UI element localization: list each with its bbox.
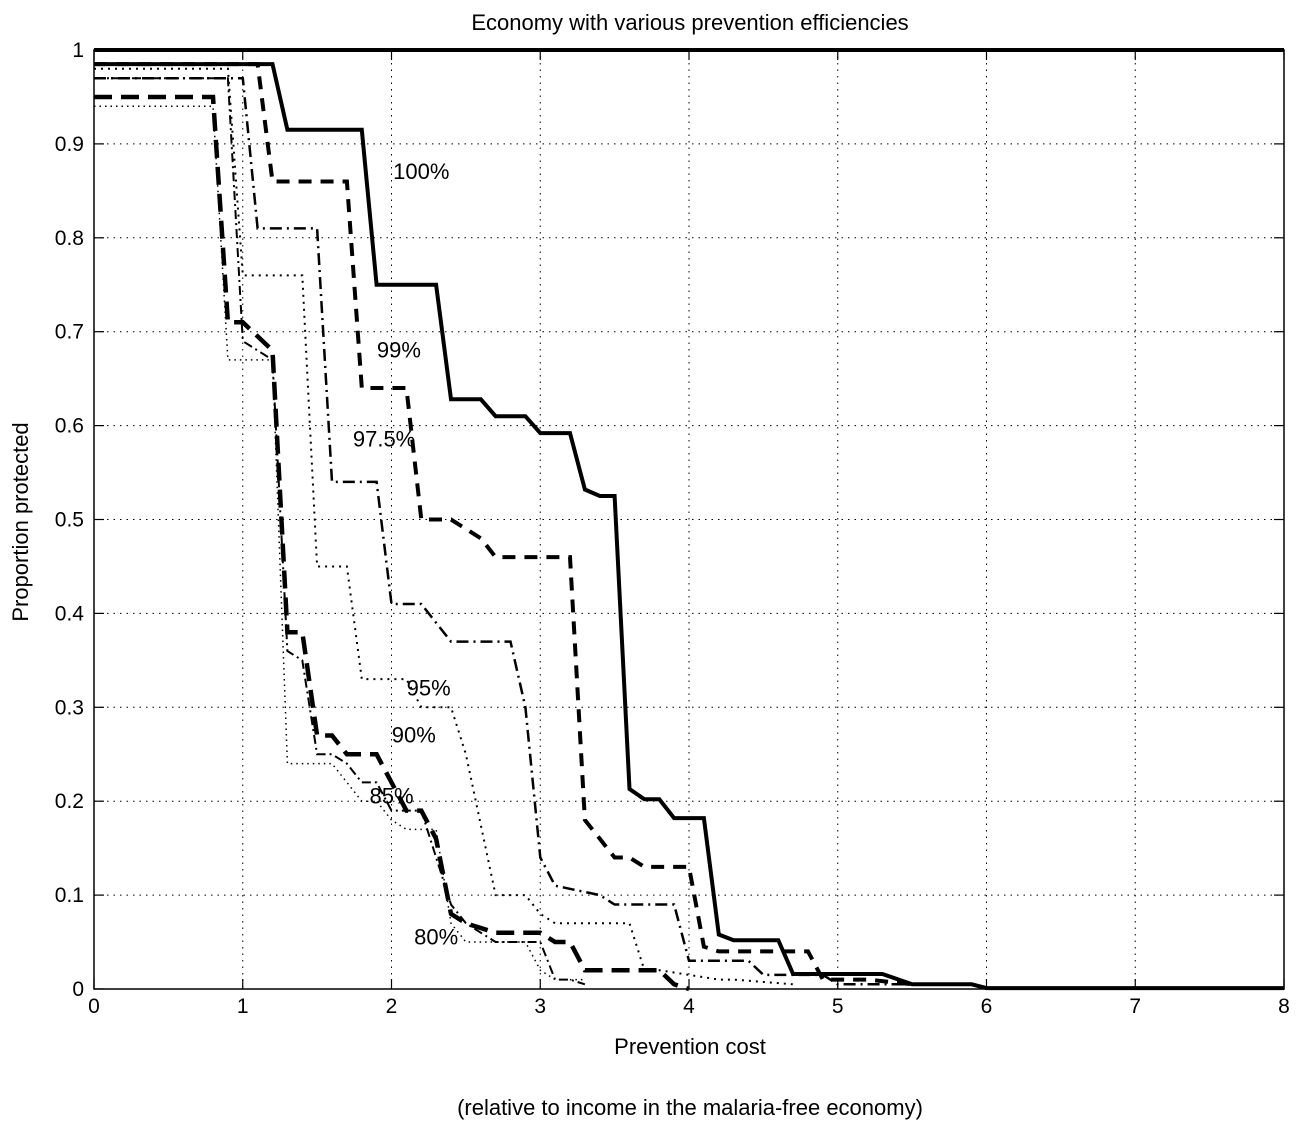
series-line-3 bbox=[94, 67, 794, 986]
series-label-6: 80% bbox=[414, 924, 458, 949]
series-labels: 100% 99% 97.5% 95% 90% 85% 80% bbox=[353, 159, 458, 949]
y-tick-label-6: 0.6 bbox=[55, 415, 84, 438]
x-axis-ticks: 0 1 2 3 4 5 6 7 8 bbox=[88, 50, 1290, 1018]
series-label-5: 85% bbox=[369, 784, 413, 809]
x-tick-label-1: 1 bbox=[237, 995, 249, 1018]
series-line-5 bbox=[94, 77, 586, 986]
y-tick-label-7: 0.7 bbox=[55, 321, 84, 344]
x-tick-label-3: 3 bbox=[534, 995, 546, 1018]
x-tick-label-8: 8 bbox=[1278, 995, 1290, 1018]
series-line-1 bbox=[94, 62, 913, 987]
x-tick-label-0: 0 bbox=[88, 995, 100, 1018]
series-line-2 bbox=[94, 76, 913, 986]
y-tick-label-5: 0.5 bbox=[55, 509, 84, 532]
chart-title: Economy with various prevention efficien… bbox=[471, 10, 908, 35]
y-tick-label-1: 0.1 bbox=[55, 884, 84, 907]
y-tick-label-0: 0 bbox=[72, 978, 84, 1001]
series-label-0: 100% bbox=[393, 159, 449, 184]
y-tick-label-9: 0.9 bbox=[55, 133, 84, 156]
y-axis-ticks: 0 0.1 0.2 0.3 0.4 0.5 0.6 0.7 0.8 0.9 1 bbox=[55, 39, 1284, 1001]
x-tick-label-4: 4 bbox=[683, 995, 695, 1018]
y-axis-label: Proportion protected bbox=[8, 422, 33, 621]
series-label-2: 97.5% bbox=[353, 427, 415, 452]
series-label-1: 99% bbox=[377, 337, 421, 362]
y-tick-label-10: 1 bbox=[72, 39, 84, 62]
grid bbox=[94, 50, 1284, 989]
x-tick-label-7: 7 bbox=[1129, 995, 1141, 1018]
series-line-6 bbox=[94, 105, 585, 981]
x-axis-note: (relative to income in the malaria-free … bbox=[457, 1095, 923, 1120]
y-tick-label-4: 0.4 bbox=[55, 602, 85, 625]
x-tick-label-5: 5 bbox=[832, 995, 844, 1018]
y-tick-label-8: 0.8 bbox=[55, 227, 84, 250]
x-tick-label-2: 2 bbox=[386, 995, 398, 1018]
y-tick-label-2: 0.2 bbox=[55, 790, 84, 813]
x-tick-label-6: 6 bbox=[981, 995, 993, 1018]
x-axis-label: Prevention cost bbox=[614, 1034, 766, 1059]
y-tick-label-3: 0.3 bbox=[55, 696, 84, 719]
series-label-4: 90% bbox=[392, 722, 436, 747]
series-label-3: 95% bbox=[407, 676, 451, 701]
